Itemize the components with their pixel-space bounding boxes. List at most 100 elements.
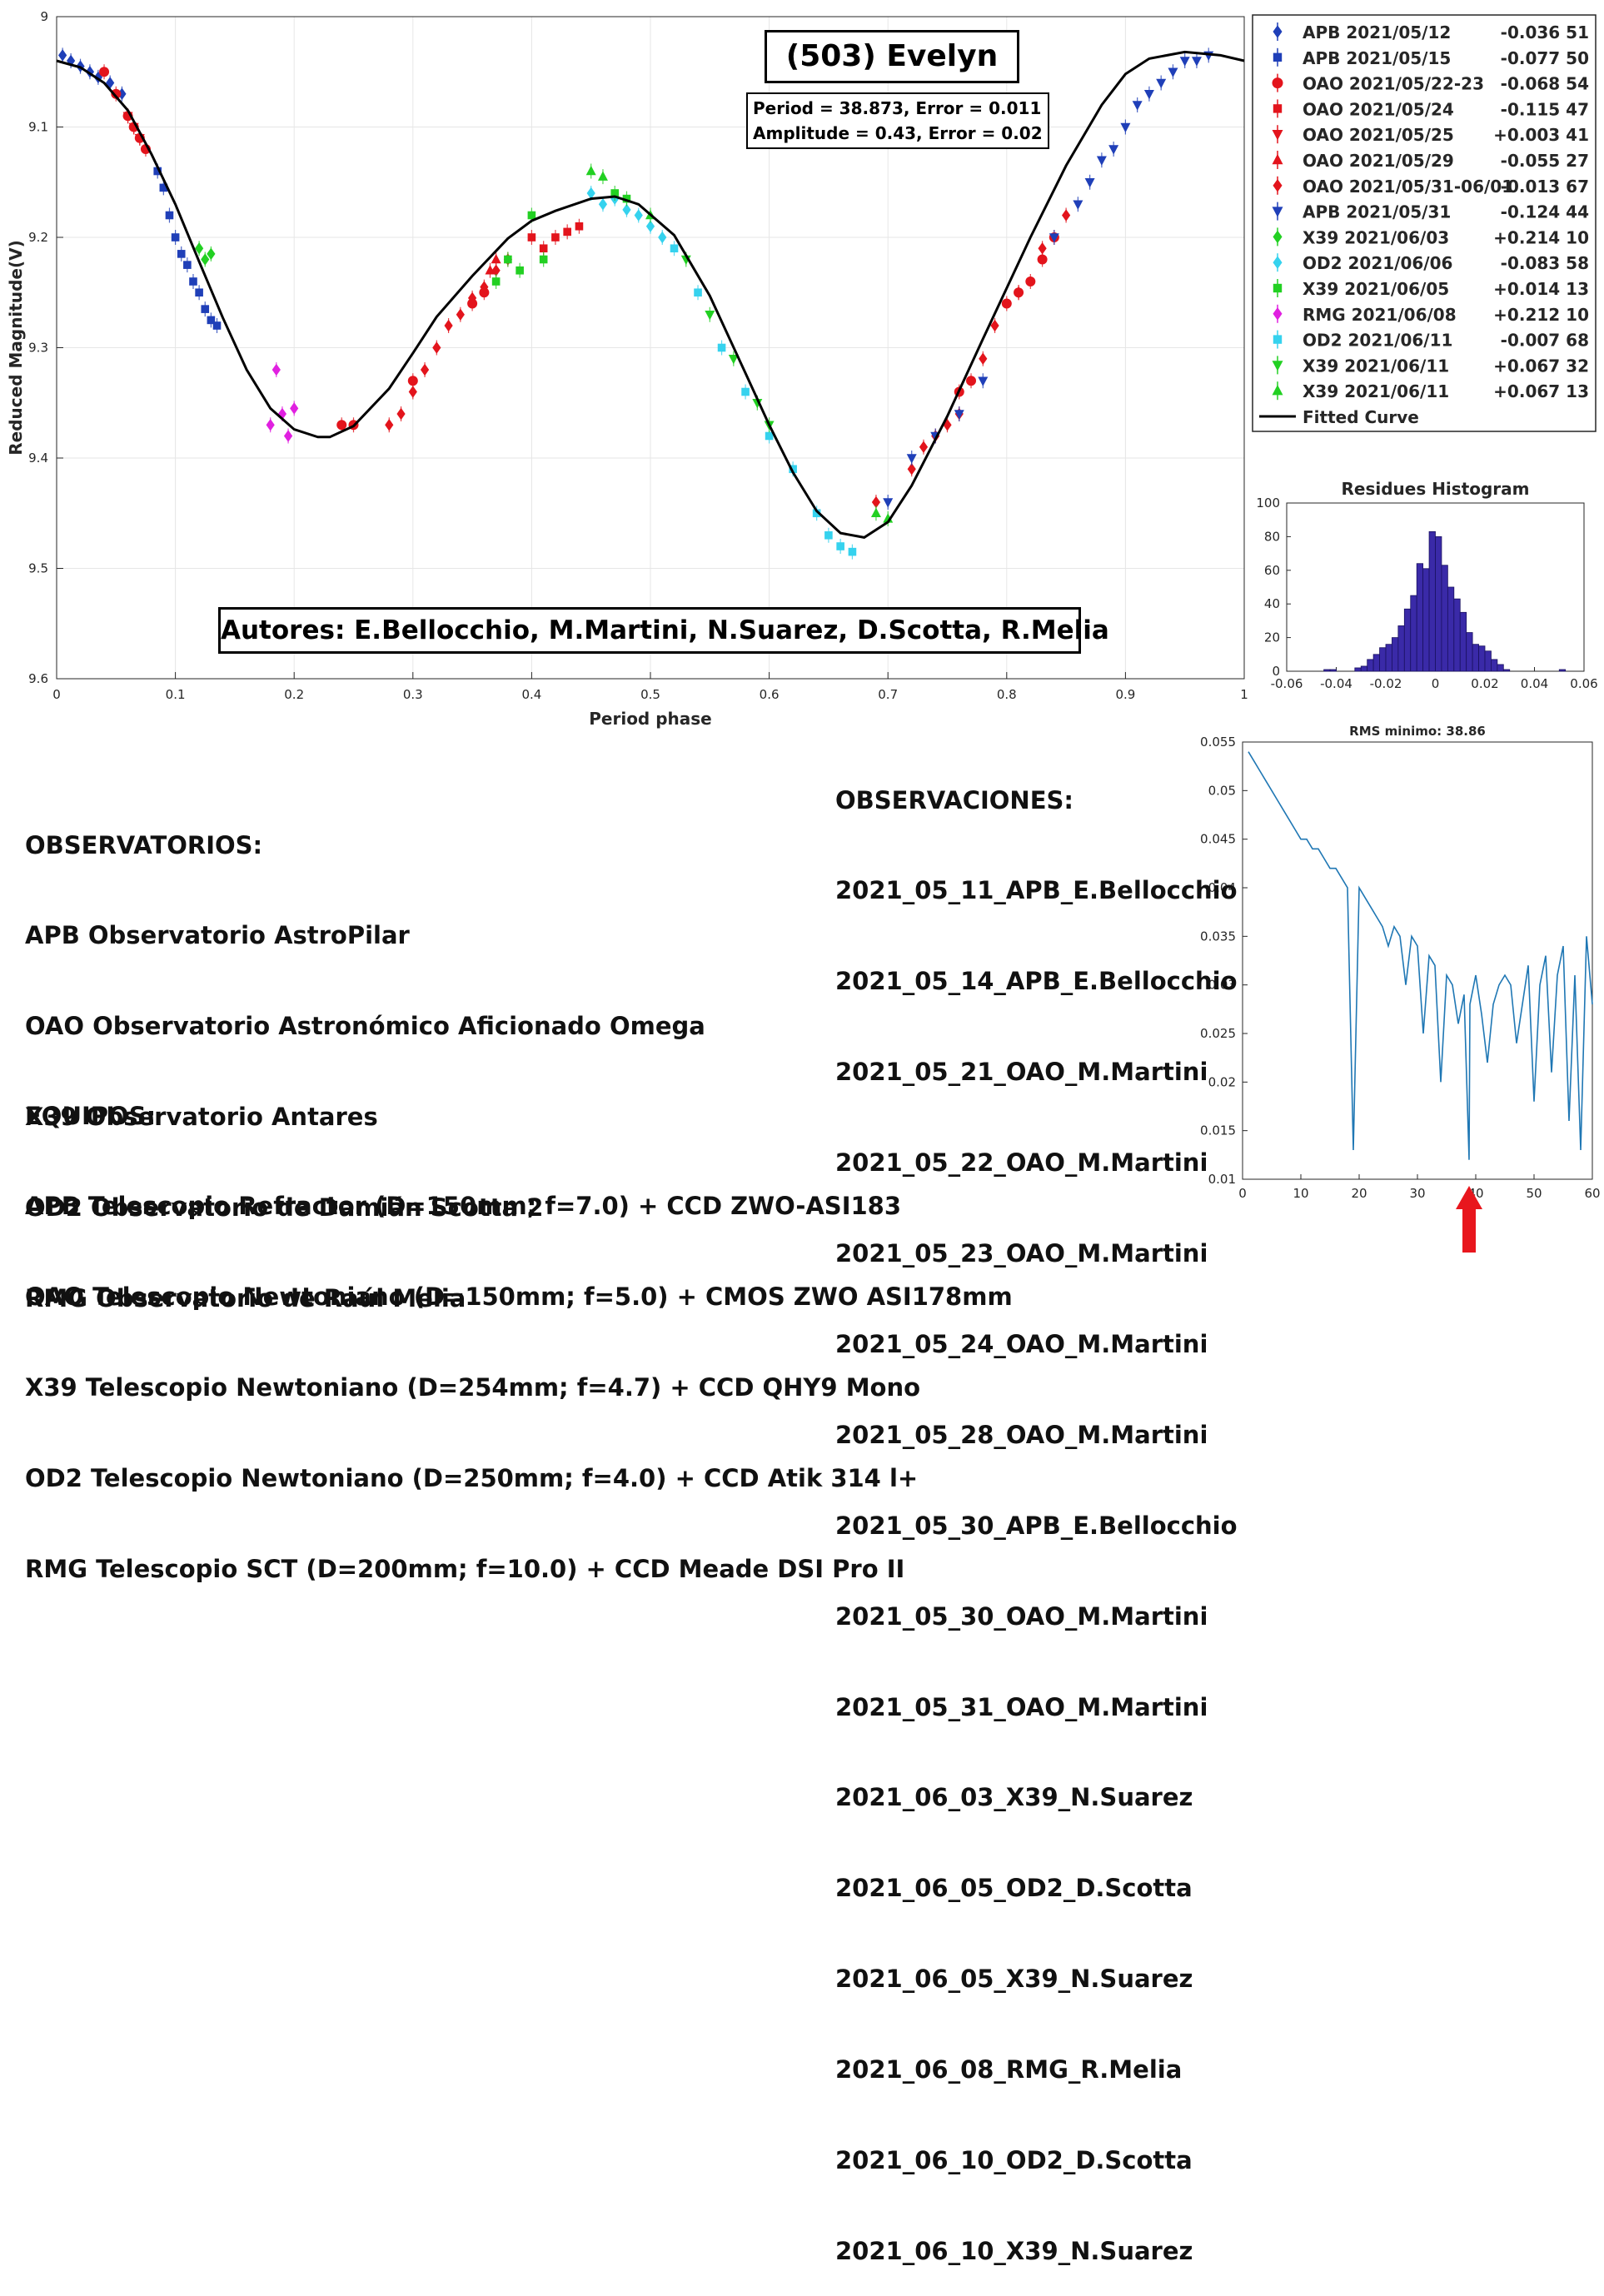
data-point (1014, 286, 1024, 299)
data-point (58, 49, 67, 62)
data-point (610, 189, 620, 197)
legend-marker (1272, 77, 1283, 89)
histogram-y-tick-label: 100 (1256, 496, 1280, 510)
histogram-y-tick-label: 60 (1264, 563, 1280, 578)
observaciones-heading: OBSERVACIONES: (835, 785, 1073, 814)
histogram-x-tick-label: -0.04 (1320, 676, 1352, 691)
data-point (870, 507, 881, 518)
histogram-bar (1478, 645, 1486, 672)
legend-label: X39 2021/06/05 (1303, 279, 1449, 299)
histogram-bar (1453, 598, 1461, 672)
data-point (598, 198, 608, 211)
legend-offset: +0.067 32 (1493, 356, 1589, 376)
authors-box: Autores: E.Bellocchio, M.Martini, N.Suar… (218, 607, 1109, 654)
rms-y-tick-label: 0.055 (1200, 735, 1236, 750)
histogram-bar (1416, 563, 1424, 672)
y-tick-label: 9.4 (28, 451, 48, 466)
data-point (1132, 101, 1143, 111)
rms-plot-area (1242, 741, 1593, 1180)
data-point (485, 265, 496, 275)
data-point (1096, 156, 1107, 166)
legend-offset: +0.014 13 (1493, 279, 1589, 299)
data-point (765, 431, 774, 441)
rms-y-tick-label: 0.01 (1208, 1172, 1236, 1187)
observatorio-item: OAO Observatorio Astronómico Aficionado … (25, 1012, 705, 1041)
rms-y-tick-label: 0.02 (1208, 1074, 1236, 1089)
x-tick-label: 1 (1240, 687, 1248, 702)
observacion-item: 2021_05_23_OAO_M.Martini (835, 1239, 1208, 1268)
histogram-bar (1484, 650, 1492, 672)
legend-offset: -0.055 27 (1501, 151, 1589, 171)
legend-offset: -0.007 68 (1501, 331, 1589, 351)
histogram-x-tick-label: 0.02 (1471, 676, 1498, 691)
legend-label: OAO 2021/05/24 (1303, 99, 1454, 119)
data-point (1073, 200, 1083, 210)
data-point (207, 247, 216, 261)
x-axis-label: Period phase (589, 709, 711, 729)
x-tick-label: 0.3 (403, 687, 423, 702)
data-point (491, 277, 501, 286)
legend-offset: -0.013 67 (1501, 177, 1589, 197)
legend-offset: +0.214 10 (1493, 227, 1589, 247)
data-point (111, 88, 122, 99)
data-point (990, 319, 999, 332)
histogram-bar (1466, 632, 1473, 672)
histogram-bar (1367, 659, 1374, 672)
legend-label: X39 2021/06/11 (1303, 356, 1449, 376)
histogram-bar (1459, 611, 1467, 672)
y-tick-label: 9.3 (28, 341, 48, 356)
histogram-bar (1329, 669, 1337, 672)
data-point (491, 253, 501, 264)
data-point (159, 183, 168, 192)
data-point (1001, 298, 1012, 309)
data-point (468, 291, 477, 305)
y-axis-label: Reduced Magnitude(V) (6, 240, 26, 455)
legend-offset: -0.083 58 (1501, 253, 1589, 273)
legend-label: OD2 2021/06/11 (1303, 331, 1452, 351)
fit-period-line: Period = 38.873, Error = 0.011 (753, 98, 1042, 118)
legend-offset: +0.212 10 (1493, 305, 1589, 325)
legend-offset: -0.036 51 (1501, 22, 1589, 42)
histogram-bar (1447, 586, 1455, 672)
histogram-bar (1392, 637, 1399, 672)
histogram-y-tick-label: 80 (1264, 529, 1280, 544)
observaciones-section: OBSERVACIONES: 2021_05_11_APB_E.Bellocch… (835, 725, 1238, 2296)
data-point (1168, 67, 1178, 77)
x-tick-label: 0.7 (878, 687, 898, 702)
data-point (171, 233, 180, 242)
observatorio-item: OD2 Observatorio de Damián Scotta 2 (25, 1193, 544, 1223)
data-point (978, 376, 989, 386)
legend-label: RMG 2021/06/08 (1303, 305, 1457, 325)
data-point (954, 410, 964, 420)
observacion-item: 2021_05_24_OAO_M.Martini (835, 1329, 1208, 1358)
data-point (717, 343, 726, 352)
data-point (694, 288, 702, 297)
data-point (212, 321, 222, 330)
observacion-item: 2021_05_21_OAO_M.Martini (835, 1058, 1208, 1087)
data-point (824, 530, 833, 540)
histogram-bar (1558, 669, 1567, 672)
legend-marker (1273, 230, 1283, 244)
data-point (622, 194, 631, 203)
data-point (670, 244, 679, 253)
legend-marker (1272, 361, 1283, 371)
data-point (728, 354, 739, 365)
data-point (480, 281, 489, 293)
fit-amplitude-line: Amplitude = 0.43, Error = 0.02 (753, 123, 1043, 143)
equipo-item: APB Telescopio Refractor (D=150mm; f=7.0… (25, 1192, 902, 1221)
data-point (290, 402, 299, 415)
data-point (444, 319, 453, 332)
data-point (1108, 145, 1119, 155)
legend-label: Fitted Curve (1303, 407, 1419, 427)
observacion-item: 2021_06_10_X39_N.Suarez (835, 2236, 1193, 2265)
rms-y-tick-label: 0.05 (1208, 783, 1236, 798)
rms-x-tick-label: 10 (1293, 1186, 1308, 1201)
data-point (283, 430, 293, 442)
chart-title-box: (503) Evelyn (765, 30, 1019, 83)
histogram-bar (1372, 654, 1380, 672)
x-tick-label: 0.2 (284, 687, 304, 702)
fit-info-box: Period = 38.873, Error = 0.011 Amplitude… (746, 92, 1049, 149)
rms-line (1248, 751, 1593, 1160)
data-point (408, 386, 417, 398)
histogram-bar (1385, 644, 1392, 672)
